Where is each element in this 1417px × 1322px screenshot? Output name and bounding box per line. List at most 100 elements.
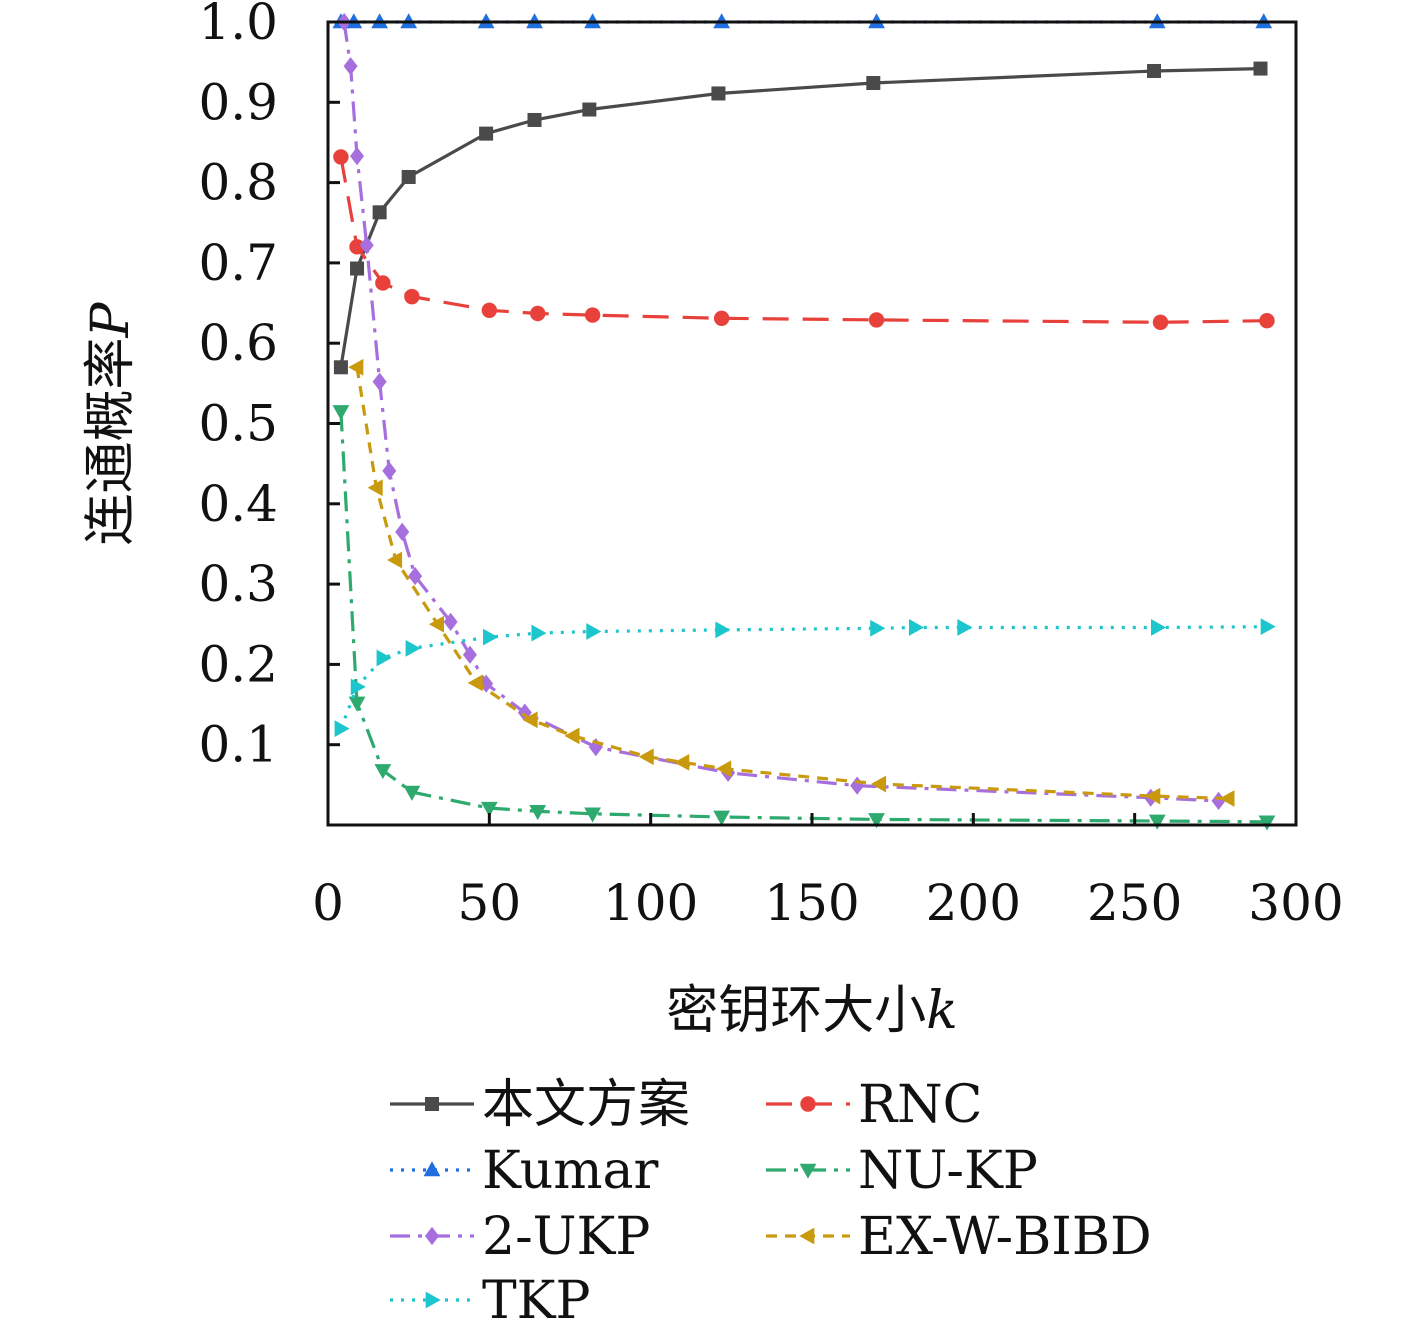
- x-tick-label: 300: [1248, 874, 1343, 932]
- y-tick-label: 0.4: [198, 475, 278, 533]
- x-tick-label: 250: [1087, 874, 1182, 932]
- series-proposed: [333, 61, 1268, 375]
- legend-item-ex-w-bibd: EX-W-BIBD: [766, 1207, 1152, 1267]
- data-point: [374, 764, 392, 780]
- x-tick-label: 0: [312, 874, 344, 932]
- data-point: [1258, 815, 1276, 831]
- data-point: [1259, 313, 1275, 329]
- x-axis-label: 密钥环大小k: [666, 981, 958, 1041]
- data-point: [522, 711, 538, 729]
- data-point: [850, 776, 865, 795]
- y-axis-label-text: 连通概率: [81, 337, 141, 545]
- data-point: [372, 372, 387, 391]
- data-point: [957, 619, 973, 636]
- series-ex-w-bibd: [348, 358, 1235, 807]
- data-point: [713, 310, 730, 327]
- data-point: [343, 57, 358, 76]
- data-point: [1145, 787, 1161, 805]
- legend-swatch-marker: [423, 1161, 441, 1177]
- data-point: [868, 813, 885, 829]
- data-point: [586, 623, 602, 640]
- legend-swatch-marker: [425, 1226, 439, 1246]
- data-point: [527, 112, 542, 127]
- x-tick-label: 200: [926, 874, 1021, 932]
- x-tick-label: 100: [603, 874, 698, 932]
- series-nu-kp: [332, 405, 1276, 831]
- data-point: [871, 775, 887, 793]
- data-point: [405, 639, 421, 657]
- legend-item-tkp: TKP: [390, 1271, 591, 1322]
- data-point: [359, 236, 374, 255]
- data-point: [428, 615, 445, 633]
- data-point: [1260, 618, 1276, 636]
- data-point: [367, 479, 383, 497]
- series-line-nu-kp: [339, 411, 1268, 824]
- data-point: [531, 624, 547, 642]
- data-point: [333, 360, 348, 375]
- data-point: [1147, 63, 1162, 78]
- data-point: [674, 753, 690, 771]
- legend-swatch-marker: [800, 1096, 816, 1112]
- legend-swatch-marker: [799, 1163, 817, 1179]
- y-tick-label: 0.5: [198, 395, 278, 453]
- legend-label: 2-UKP: [482, 1207, 650, 1267]
- data-point: [408, 566, 423, 586]
- data-point: [584, 807, 601, 823]
- y-axis-label: 连通概率P: [81, 301, 141, 545]
- data-point: [1150, 619, 1167, 636]
- data-point: [716, 760, 732, 778]
- x-axis-label-var: k: [926, 981, 958, 1041]
- data-point: [1253, 61, 1268, 76]
- data-point: [529, 805, 547, 821]
- series-tkp: [334, 618, 1276, 738]
- data-point: [908, 619, 925, 636]
- data-point: [711, 86, 726, 101]
- legend-label: Kumar: [482, 1141, 659, 1201]
- series-2-ukp: [337, 12, 1226, 811]
- data-point: [350, 261, 365, 276]
- series-line-rnc: [339, 156, 1268, 324]
- y-tick-label: 0.1: [198, 716, 278, 774]
- x-tick-label: 150: [764, 874, 859, 932]
- legend-label: 本文方案: [482, 1075, 690, 1135]
- data-point: [866, 76, 881, 91]
- data-point: [1219, 790, 1235, 807]
- data-point: [1152, 314, 1169, 331]
- y-axis-label-var: P: [81, 301, 141, 338]
- data-point: [404, 288, 420, 305]
- data-point: [395, 522, 410, 542]
- series-line-ex-w-bibd: [355, 367, 1229, 801]
- data-point: [564, 727, 580, 745]
- data-point: [403, 785, 421, 801]
- data-point: [332, 405, 350, 421]
- data-point: [1211, 791, 1226, 811]
- legend-label: TKP: [482, 1271, 591, 1322]
- data-point: [868, 312, 885, 328]
- data-point: [350, 147, 365, 166]
- data-point: [479, 126, 494, 141]
- legend-item-nu-kp: NU-KP: [766, 1141, 1038, 1201]
- data-point: [443, 612, 458, 631]
- data-point: [715, 621, 731, 639]
- data-point: [350, 678, 366, 696]
- data-point: [481, 302, 498, 318]
- y-tick-label: 0.6: [198, 314, 278, 372]
- data-point: [588, 738, 603, 757]
- y-tick-label: 1.0: [198, 0, 278, 51]
- data-point: [348, 696, 366, 712]
- data-point: [372, 205, 387, 220]
- legend-swatch-marker: [799, 1227, 815, 1245]
- x-axis-label-text: 密钥环大小: [666, 981, 926, 1041]
- data-point: [382, 461, 397, 480]
- legend-label: NU-KP: [858, 1141, 1038, 1201]
- data-point: [387, 551, 403, 569]
- data-point: [713, 810, 731, 826]
- data-point: [530, 305, 546, 322]
- y-tick-label: 0.8: [198, 154, 278, 212]
- legend-swatch-marker: [425, 1291, 441, 1309]
- data-point: [348, 358, 364, 376]
- legend-item-kumar: Kumar: [390, 1141, 659, 1201]
- legend-item-2-ukp: 2-UKP: [390, 1207, 650, 1267]
- data-point: [349, 239, 365, 255]
